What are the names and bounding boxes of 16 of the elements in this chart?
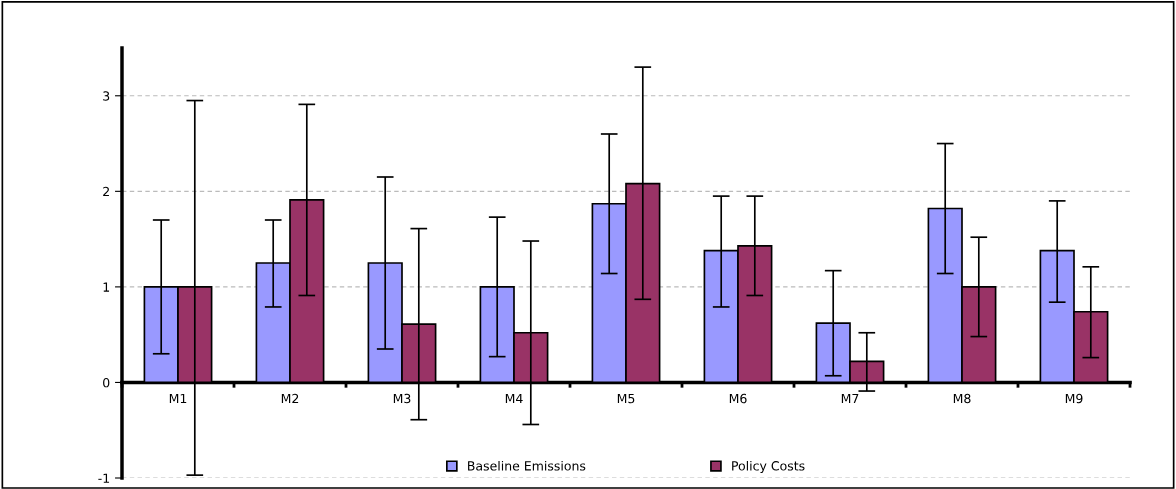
y-tick-label: 0	[103, 377, 110, 388]
x-tick-label: M7	[841, 393, 859, 404]
y-tick-label: 3	[103, 91, 110, 101]
x-tick-label: M8	[953, 393, 971, 404]
x-tick-label: M4	[505, 393, 523, 404]
y-tick-label: 1	[103, 282, 110, 292]
x-tick-label: M6	[729, 393, 747, 404]
y-tick-label: -1	[98, 473, 110, 483]
x-tick-label: M2	[281, 393, 299, 404]
legend-label: Policy Costs	[732, 460, 805, 473]
x-tick-label: M9	[1065, 393, 1083, 404]
y-tick-label: 2	[103, 186, 109, 197]
x-tick-label: M1	[169, 393, 187, 404]
x-tick-label: M3	[393, 393, 411, 404]
x-tick-label: M5	[617, 393, 635, 404]
legend-label: Baseline Emissions	[468, 460, 586, 471]
